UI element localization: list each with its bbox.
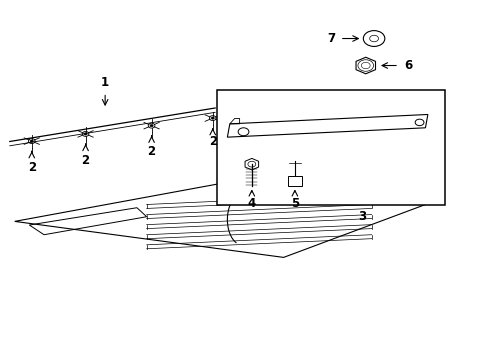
Circle shape bbox=[209, 116, 216, 121]
Circle shape bbox=[30, 140, 33, 142]
Circle shape bbox=[211, 117, 214, 119]
FancyBboxPatch shape bbox=[217, 90, 444, 205]
Circle shape bbox=[84, 133, 87, 135]
Circle shape bbox=[150, 125, 153, 127]
Text: 3: 3 bbox=[357, 210, 365, 222]
Text: 1: 1 bbox=[101, 76, 109, 89]
Circle shape bbox=[28, 139, 35, 144]
Text: 2: 2 bbox=[208, 135, 216, 148]
Text: 6: 6 bbox=[403, 59, 411, 72]
Text: 2: 2 bbox=[28, 161, 36, 174]
Circle shape bbox=[82, 131, 89, 136]
Text: 2: 2 bbox=[81, 154, 89, 167]
Text: 2: 2 bbox=[147, 145, 155, 158]
Text: 7: 7 bbox=[326, 32, 334, 45]
Text: 5: 5 bbox=[290, 197, 298, 210]
Bar bbox=[287, 176, 302, 186]
Text: 4: 4 bbox=[247, 197, 255, 210]
Circle shape bbox=[148, 123, 155, 128]
